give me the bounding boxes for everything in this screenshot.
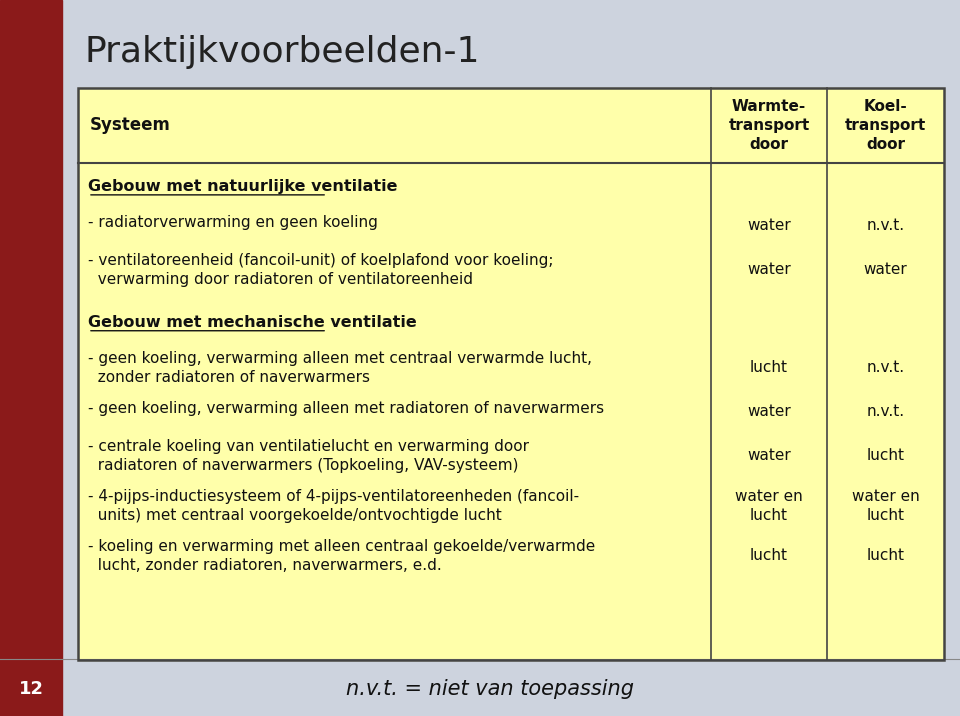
Text: n.v.t.: n.v.t. bbox=[867, 218, 904, 233]
Text: n.v.t.: n.v.t. bbox=[867, 360, 904, 375]
Text: water: water bbox=[747, 262, 791, 277]
Text: Praktijkvoorbeelden-1: Praktijkvoorbeelden-1 bbox=[85, 35, 481, 69]
Bar bbox=[0, 0, 62, 716]
Text: lucht: lucht bbox=[867, 548, 904, 563]
Text: - geen koeling, verwarming alleen met radiatoren of naverwarmers: - geen koeling, verwarming alleen met ra… bbox=[88, 401, 604, 416]
Text: 12: 12 bbox=[18, 680, 43, 698]
Text: water: water bbox=[747, 218, 791, 233]
Text: lucht: lucht bbox=[750, 548, 788, 563]
Text: lucht: lucht bbox=[867, 448, 904, 463]
Bar bbox=[78, 88, 944, 660]
Text: lucht: lucht bbox=[750, 360, 788, 375]
Bar bbox=[0, 659, 960, 716]
Text: Gebouw met natuurlijke ventilatie: Gebouw met natuurlijke ventilatie bbox=[88, 179, 397, 194]
Text: - 4-pijps-inductiesysteem of 4-pijps-ventilatoreenheden (fancoil-
  units) met c: - 4-pijps-inductiesysteem of 4-pijps-ven… bbox=[88, 489, 579, 523]
Text: Koel-
transport
door: Koel- transport door bbox=[845, 99, 926, 153]
Text: Systeem: Systeem bbox=[90, 117, 171, 135]
Text: - centrale koeling van ventilatielucht en verwarming door
  radiatoren of naverw: - centrale koeling van ventilatielucht e… bbox=[88, 439, 529, 473]
Bar bbox=[78, 88, 944, 660]
Text: water en
lucht: water en lucht bbox=[735, 489, 803, 523]
Text: - koeling en verwarming met alleen centraal gekoelde/verwarmde
  lucht, zonder r: - koeling en verwarming met alleen centr… bbox=[88, 538, 595, 573]
Text: - radiatorverwarming en geen koeling: - radiatorverwarming en geen koeling bbox=[88, 215, 378, 230]
Text: water en
lucht: water en lucht bbox=[852, 489, 920, 523]
Text: Warmte-
transport
door: Warmte- transport door bbox=[729, 99, 809, 153]
Text: water: water bbox=[747, 448, 791, 463]
Text: water: water bbox=[747, 405, 791, 420]
Text: n.v.t. = niet van toepassing: n.v.t. = niet van toepassing bbox=[346, 679, 634, 699]
Text: water: water bbox=[864, 262, 907, 277]
Text: - geen koeling, verwarming alleen met centraal verwarmde lucht,
  zonder radiato: - geen koeling, verwarming alleen met ce… bbox=[88, 351, 592, 385]
Text: Gebouw met mechanische ventilatie: Gebouw met mechanische ventilatie bbox=[88, 315, 417, 330]
Text: n.v.t.: n.v.t. bbox=[867, 405, 904, 420]
Text: - ventilatoreenheid (fancoil-unit) of koelplafond voor koeling;
  verwarming doo: - ventilatoreenheid (fancoil-unit) of ko… bbox=[88, 253, 554, 287]
